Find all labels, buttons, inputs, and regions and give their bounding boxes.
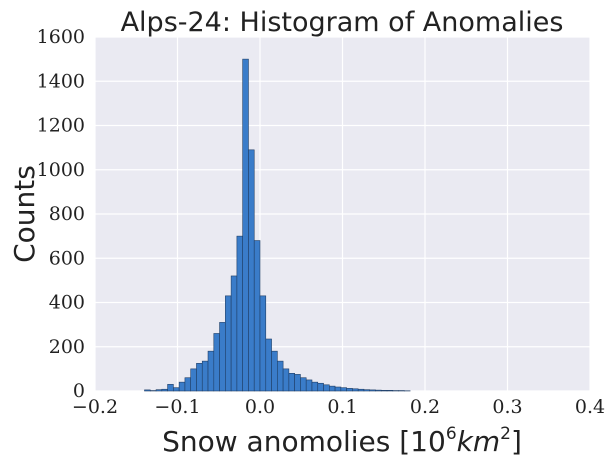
y-tick-label: 800 xyxy=(49,203,85,225)
x-axis-label-close: ] xyxy=(511,425,522,458)
y-tick-label: 1000 xyxy=(37,159,85,181)
y-tick-label: 200 xyxy=(49,336,85,358)
histogram-bar xyxy=(352,388,359,392)
histogram-bar xyxy=(357,388,365,392)
histogram-bar xyxy=(300,377,307,392)
histogram-bar xyxy=(259,295,267,392)
histogram-bar xyxy=(225,295,232,392)
histogram-bar xyxy=(305,379,313,392)
x-axis-label: Snow anomolies [106km2] xyxy=(162,424,522,458)
x-tick-label: −0.2 xyxy=(72,396,118,418)
histogram-bar xyxy=(375,389,382,392)
y-tick-label: 1400 xyxy=(37,70,85,92)
histogram-bar xyxy=(173,387,180,392)
histogram-bar xyxy=(363,389,371,392)
x-axis-label-unit: km xyxy=(457,425,501,458)
histogram-bar xyxy=(161,388,168,392)
y-tick-label: 0 xyxy=(73,380,85,402)
histogram-bar xyxy=(317,382,324,392)
y-tick-label: 400 xyxy=(49,292,85,314)
histogram-bar xyxy=(311,381,319,392)
histogram-bar xyxy=(144,389,151,392)
histogram-bars xyxy=(144,58,411,392)
histogram-bar xyxy=(242,58,249,392)
histogram-bar xyxy=(323,384,330,392)
x-axis-label-unit-exp: 2 xyxy=(500,424,511,444)
histogram-bar xyxy=(230,275,238,392)
histogram-bar xyxy=(196,363,203,392)
histogram-bar xyxy=(328,385,336,392)
histogram-bar xyxy=(346,388,353,392)
chart-title: Alps-24: Histogram of Anomalies xyxy=(121,7,564,38)
histogram-bar xyxy=(201,360,209,392)
x-tick-label: 0.1 xyxy=(327,396,357,418)
x-tick-labels: −0.2 −0.1 0.0 0.1 0.2 0.3 0.4 xyxy=(72,396,605,418)
y-tick-label: 1200 xyxy=(37,115,85,137)
histogram-bar xyxy=(369,389,376,392)
x-tick-label: 0.2 xyxy=(410,396,440,418)
histogram-bar xyxy=(294,374,301,392)
y-axis-label: Counts xyxy=(8,165,41,263)
x-axis-label-main: Snow anomolies [10 xyxy=(162,425,446,458)
histogram-bar xyxy=(282,368,290,392)
histogram-bar xyxy=(207,350,215,392)
histogram-bar xyxy=(380,390,388,392)
histogram-bar xyxy=(248,149,255,392)
x-tick-label: 0.0 xyxy=(245,396,275,418)
histogram-bar xyxy=(167,384,174,392)
histogram-bar xyxy=(236,235,243,392)
histogram-bar xyxy=(155,389,163,392)
histogram-bar xyxy=(213,333,220,392)
x-tick-label: 0.3 xyxy=(492,396,522,418)
histogram-bar xyxy=(184,377,192,392)
y-tick-label: 600 xyxy=(49,247,85,269)
histogram-bar xyxy=(288,372,295,392)
y-tick-labels: 0 200 400 600 800 1000 1200 1400 1600 xyxy=(37,26,85,402)
x-tick-label: 0.4 xyxy=(575,396,605,418)
histogram-bar xyxy=(219,322,226,392)
histogram-bar xyxy=(253,240,261,392)
histogram-bar xyxy=(340,387,347,392)
histogram-bar xyxy=(271,350,278,392)
x-axis-label-exp: 6 xyxy=(446,424,457,444)
y-tick-label: 1600 xyxy=(37,26,85,48)
histogram-bar xyxy=(265,338,272,392)
histogram-bar xyxy=(178,381,186,392)
histogram-bar xyxy=(386,390,394,392)
x-tick-label: −0.1 xyxy=(154,396,200,418)
histogram-bar xyxy=(190,368,197,392)
histogram-bar xyxy=(277,360,284,392)
histogram-bar xyxy=(334,386,342,392)
